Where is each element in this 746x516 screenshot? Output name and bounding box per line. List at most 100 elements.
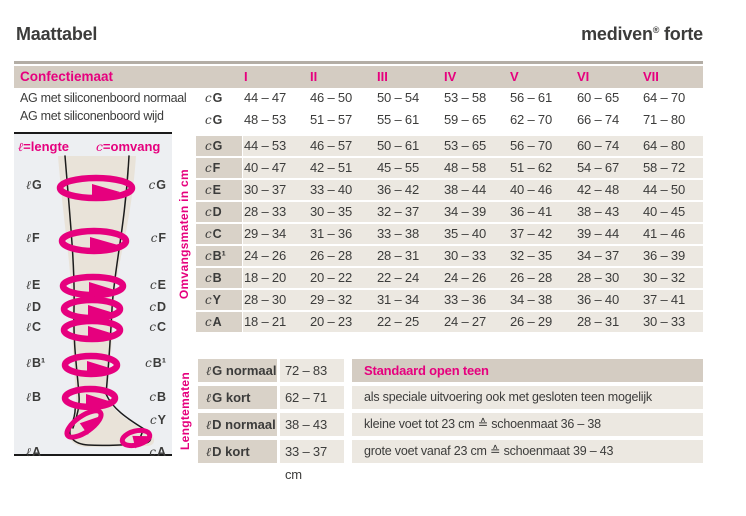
size-value: 18 – 20: [244, 270, 286, 285]
brand-logo: mediven® forte: [0, 24, 703, 45]
size-value: 58 – 72: [643, 160, 685, 175]
leg-label-right: cY: [150, 413, 166, 427]
size-value: 35 – 40: [444, 226, 486, 241]
size-value: 54 – 67: [577, 160, 619, 175]
circumference-arrow-E: [59, 273, 127, 299]
circumference-arrow-Y: [64, 408, 104, 440]
size-value: 34 – 38: [510, 292, 552, 307]
size-value: 48 – 53: [244, 112, 286, 127]
size-value: 64 – 70: [643, 90, 685, 105]
size-value: 40 – 45: [643, 204, 685, 219]
leg-diagram-panel: ℓ=lengte c=omvang ℓG ℓF ℓE ℓD ℓC ℓB¹ ℓB …: [14, 132, 172, 459]
size-value: 18 – 21: [244, 314, 286, 329]
size-value: 51 – 62: [510, 160, 552, 175]
leg-label-right: cA: [149, 445, 166, 459]
measure-label: cF: [196, 158, 242, 178]
size-value: 50 – 61: [377, 138, 419, 153]
length-label: ℓG kort: [198, 386, 277, 409]
size-value: 36 – 40: [577, 292, 619, 307]
registered-trademark-icon: ®: [652, 25, 660, 35]
size-value: 60 – 65: [577, 90, 619, 105]
size-value: 28 – 30: [577, 270, 619, 285]
table-row: ℓG normaal 72 – 83 cm: [0, 359, 746, 401]
circumference-arrow-B1: [61, 352, 121, 378]
size-value: 29 – 32: [310, 292, 352, 307]
size-value: 42 – 48: [577, 182, 619, 197]
table-row: cD 28 – 33 30 – 35 32 – 37 34 – 39 36 – …: [0, 202, 746, 222]
length-label: ℓD kort: [198, 440, 277, 463]
measure-label: cB: [196, 268, 242, 288]
size-value: 29 – 34: [244, 226, 286, 241]
size-value: 28 – 31: [577, 314, 619, 329]
size-value: 56 – 61: [510, 90, 552, 105]
size-value: 38 – 44: [444, 182, 486, 197]
size-value: 37 – 42: [510, 226, 552, 241]
legend-circumference: c=omvang: [96, 139, 161, 154]
size-value: 41 – 46: [643, 226, 685, 241]
length-value: 33 – 37 cm: [280, 440, 344, 482]
size-value: 48 – 58: [444, 160, 486, 175]
size-column-header: V: [510, 69, 519, 84]
size-value: 62 – 70: [510, 112, 552, 127]
circumference-arrow-B: [61, 385, 119, 411]
circumference-arrow-G: [56, 174, 136, 202]
leg-label-right: cB: [149, 390, 166, 404]
circumference-symbol: c: [205, 91, 212, 105]
circumference-arrow-C: [60, 317, 124, 343]
size-value: 30 – 33: [643, 314, 685, 329]
size-value: 36 – 39: [643, 248, 685, 263]
legend-length: ℓ=lengte: [18, 139, 70, 154]
size-value: 64 – 80: [643, 138, 685, 153]
size-column-header: III: [377, 69, 388, 84]
size-value: 20 – 23: [310, 314, 352, 329]
size-value: 40 – 46: [510, 182, 552, 197]
size-value: 30 – 37: [244, 182, 286, 197]
size-value: 39 – 44: [577, 226, 619, 241]
leg-label-left: ℓG: [26, 178, 42, 192]
size-value: 22 – 24: [377, 270, 419, 285]
table-row: cB 18 – 20 20 – 22 22 – 24 24 – 26 26 – …: [0, 268, 746, 288]
size-value: 33 – 36: [444, 292, 486, 307]
leg-label-left: ℓD: [26, 300, 41, 314]
size-value: 71 – 80: [643, 112, 685, 127]
table-row: cF 40 – 47 42 – 51 45 – 55 48 – 58 51 – …: [0, 158, 746, 178]
size-column-header: VI: [577, 69, 590, 84]
size-value: 37 – 41: [643, 292, 685, 307]
measure-label: cA: [196, 312, 242, 332]
size-value: 26 – 28: [310, 248, 352, 263]
size-value: 36 – 42: [377, 182, 419, 197]
measure-label: cD: [196, 202, 242, 222]
size-value: 53 – 58: [444, 90, 486, 105]
measure-label: cG: [196, 136, 242, 156]
circumference-symbol: c: [96, 140, 103, 154]
size-value: 59 – 65: [444, 112, 486, 127]
table-row: ℓD kort 33 – 37 cm: [0, 440, 746, 482]
toe-option-note: grote voet vanaf 23 cm ≙ schoenmaat 39 –…: [364, 444, 614, 458]
table-row: cY 28 – 30 29 – 32 31 – 34 33 – 36 34 – …: [0, 290, 746, 310]
size-header-background: [14, 66, 703, 88]
table-row: cC 29 – 34 31 – 36 33 – 38 35 – 40 37 – …: [0, 224, 746, 244]
leg-label-left: ℓC: [26, 320, 41, 334]
size-value: 46 – 50: [310, 90, 352, 105]
leg-label-right: cE: [150, 278, 166, 292]
size-value: 28 – 33: [244, 204, 286, 219]
toe-option-note: kleine voet tot 23 cm ≙ schoenmaat 36 – …: [364, 417, 601, 431]
toe-options-header-row: Standaard open teen: [0, 359, 746, 382]
leg-label-left: ℓE: [26, 278, 41, 292]
size-value: 42 – 51: [310, 160, 352, 175]
size-value: 60 – 74: [577, 138, 619, 153]
leg-label-left: ℓF: [26, 231, 40, 245]
size-value: 44 – 53: [244, 138, 286, 153]
size-value: 31 – 34: [377, 292, 419, 307]
size-value: 24 – 26: [244, 248, 286, 263]
size-column-header: IV: [444, 69, 457, 84]
size-header-label: Confectiemaat: [20, 69, 114, 84]
leg-illustration: [56, 155, 155, 449]
leg-label-left: ℓB¹: [26, 356, 46, 370]
size-value: 36 – 41: [510, 204, 552, 219]
toe-option-note: als speciale uitvoering ook met gesloten…: [364, 390, 652, 404]
table-row: AG met siliconenboord wijd cG 48 – 53 51…: [0, 107, 746, 127]
size-value: 28 – 31: [377, 248, 419, 263]
size-value: 51 – 57: [310, 112, 352, 127]
leg-label-right: cG: [148, 178, 166, 192]
